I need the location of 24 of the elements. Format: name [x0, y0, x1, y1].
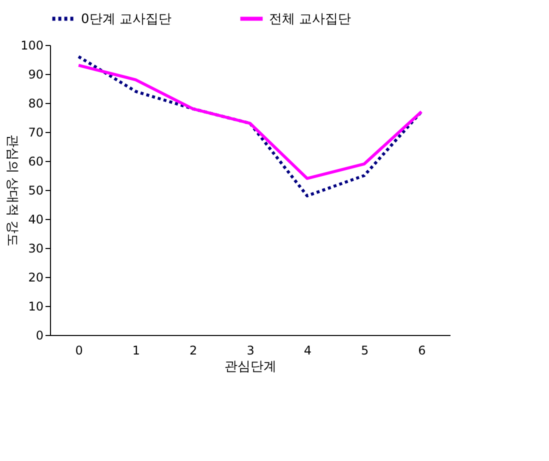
y-tick-label: 100	[20, 38, 44, 52]
y-tick-label: 50	[28, 184, 44, 198]
x-tick-label: 1	[132, 344, 140, 358]
y-tick-label: 80	[28, 96, 44, 110]
y-tick-label: 60	[28, 154, 44, 168]
legend-label: 0단계 교사집단	[81, 12, 172, 27]
x-tick-label: 5	[360, 344, 369, 358]
y-tick-label: 70	[28, 126, 44, 140]
line-series	[77, 64, 423, 180]
y-axis-title: 관심의 상대적 강도	[4, 134, 20, 247]
x-tick-label: 3	[246, 344, 254, 358]
y-tick-label: 40	[28, 212, 44, 226]
legend-label: 전체 교사집단	[269, 12, 352, 27]
x-tick-label: 2	[190, 344, 198, 358]
x-axis-title: 관심단계	[224, 360, 276, 374]
y-tick-label: 10	[28, 300, 44, 314]
y-tick-label: 20	[28, 270, 44, 284]
y-tick-label: 0	[36, 328, 44, 342]
y-tick-label: 30	[28, 242, 44, 256]
line-series	[77, 55, 423, 198]
y-tick-label: 90	[28, 68, 44, 82]
x-tick-label: 0	[75, 344, 83, 358]
x-tick-label: 6	[418, 344, 426, 358]
x-tick-label: 4	[304, 344, 312, 358]
